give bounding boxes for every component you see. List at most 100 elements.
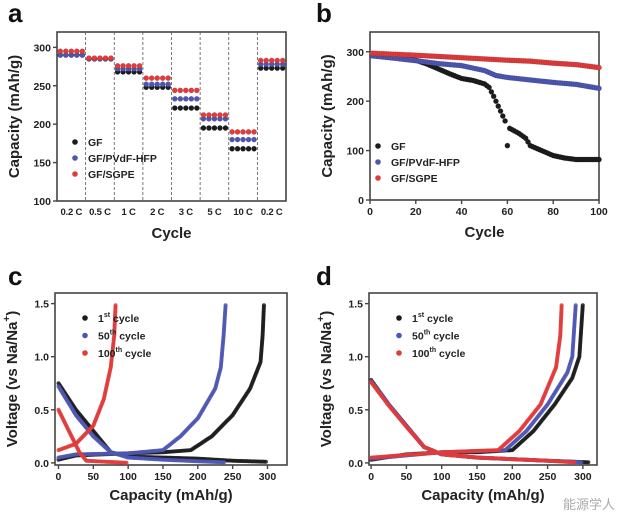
data-point-gf-sgpe — [188, 87, 195, 94]
y-tick-label: 200 — [33, 119, 51, 131]
x-tick-label: 250 — [539, 471, 557, 483]
legend-marker — [72, 155, 78, 161]
legend-label-name: GF/PVdF-HFP — [391, 157, 460, 169]
data-point-gf — [182, 105, 189, 111]
y-axis-title-end: ) — [4, 311, 21, 316]
legend-label: 1st cycle — [412, 312, 453, 325]
y-tick-label: 300 — [33, 42, 51, 54]
y-axis-title-main: Capacity (mAh/g) — [6, 55, 23, 178]
y-tick-label: 150 — [33, 158, 51, 170]
y-axis-title-sup: + — [2, 316, 13, 322]
curve-point-50th-discharge — [222, 460, 227, 465]
data-point-gf-sgpe — [97, 55, 103, 61]
data-point-gf-pvdf-hfp — [234, 136, 241, 143]
y-tick-label: 1.0 — [34, 352, 49, 364]
y-axis-title: Capacity (mAh/g) — [6, 55, 23, 178]
panel-label: d — [316, 261, 332, 291]
y-tick-label: 200 — [346, 96, 364, 108]
x-axis-title: Capacity (mAh/g) — [421, 487, 544, 504]
data-point-gf — [486, 84, 492, 91]
x-tick-label: 5 C — [207, 207, 222, 218]
x-tick-label: 250 — [224, 471, 242, 483]
x-tick-label: 150 — [468, 471, 486, 483]
curve-point-1st-discharge — [586, 460, 591, 465]
y-tick-label: 1.0 — [348, 352, 363, 364]
x-tick-label: 80 — [547, 206, 559, 218]
data-point-gf — [504, 142, 511, 149]
x-tick-label: 3 C — [179, 207, 194, 218]
legend-label-name: GF/PVdF-HFP — [88, 153, 157, 165]
data-point-gf-pvdf-hfp — [143, 81, 150, 88]
data-point-gf-sgpe — [148, 75, 155, 81]
x-tick-label: 100 — [119, 471, 137, 483]
data-point-gf-sgpe — [62, 48, 69, 55]
data-point-gf — [200, 125, 207, 131]
panel-c: c 0.0 0.5 1.0 1.5 Voltage (vs Na/Na+) Capacity… — [2, 261, 288, 504]
legend-label: GF — [88, 137, 103, 149]
data-point-gf-sgpe — [136, 62, 143, 69]
data-point-gf — [217, 125, 223, 131]
curve-point-1st-charge — [580, 303, 585, 308]
x-tick-label: 0 — [56, 471, 62, 483]
data-point-gf-pvdf-hfp — [245, 136, 252, 143]
legend-label-suffix: cycle — [424, 313, 453, 325]
panel-label: a — [8, 0, 23, 28]
y-axis-title: Voltage (vs Na/Na+) — [316, 311, 335, 447]
y-axis-title: Voltage (vs Na/Na+) — [2, 311, 21, 447]
data-point-gf-sgpe — [154, 75, 161, 81]
x-tick-label: 0.2 C — [60, 207, 82, 218]
data-point-gf-sgpe — [211, 112, 218, 118]
x-tick-label: 100 — [433, 471, 451, 483]
data-point-gf-sgpe — [268, 57, 275, 64]
data-point-gf-sgpe — [182, 87, 189, 94]
legend-label: 50th cycle — [412, 330, 460, 343]
watermark: 能源学人 — [563, 497, 615, 512]
data-point-gf-pvdf-hfp — [171, 95, 178, 102]
legend-label: GF — [391, 141, 406, 153]
legend-label-suffix: cycle — [122, 348, 151, 360]
data-point-gf — [193, 105, 200, 111]
x-tick-label: 0.2 C — [261, 207, 283, 218]
legend-label-name: 1 — [98, 313, 104, 325]
legend-label-name: GF/SGPE — [88, 169, 135, 181]
data-point-gf-sgpe — [91, 55, 98, 61]
data-point-gf — [188, 105, 195, 111]
curve-point-1st-charge — [261, 303, 266, 308]
data-point-gf — [206, 125, 212, 131]
data-point-gf — [502, 118, 508, 124]
data-point-gf-sgpe — [165, 75, 172, 81]
x-tick-label: 40 — [456, 206, 468, 218]
legend-label: GF/PVdF-HFP — [88, 153, 157, 165]
legend-marker — [396, 315, 402, 321]
data-point-gf — [251, 145, 257, 152]
y-axis-title-main: Voltage (vs Na/Na — [4, 321, 21, 447]
data-point-gf-sgpe — [57, 48, 64, 55]
legend-label: GF/PVdF-HFP — [391, 157, 460, 169]
x-tick-label: 200 — [189, 471, 207, 483]
legend-label-sup: st — [418, 312, 425, 319]
legend-label-sup: th — [116, 347, 123, 354]
y-axis-title-sup: + — [316, 316, 327, 322]
data-point-gf-sgpe — [200, 112, 207, 118]
data-point-gf-sgpe — [120, 62, 126, 69]
y-tick-label: 0.0 — [34, 458, 49, 470]
y-tick-label: 100 — [346, 146, 364, 158]
x-axis-title: Cycle — [151, 225, 191, 242]
data-point-gf — [493, 98, 499, 105]
data-point-gf — [596, 156, 602, 163]
data-point-gf-pvdf-hfp — [193, 95, 200, 102]
y-axis-title-end: ) — [318, 311, 335, 316]
x-tick-label: 200 — [504, 471, 522, 483]
data-point-gf-pvdf-hfp — [182, 95, 189, 102]
legend-label: 50th cycle — [98, 330, 146, 343]
legend-marker — [72, 139, 78, 145]
x-tick-label: 10 C — [233, 207, 253, 218]
data-point-gf-pvdf-hfp — [596, 85, 602, 92]
data-point-gf — [497, 108, 504, 114]
legend-label: 100th cycle — [98, 347, 151, 360]
legend-marker — [72, 171, 78, 177]
data-point-gf-pvdf-hfp — [240, 136, 246, 143]
data-point-gf-sgpe — [240, 129, 246, 135]
panel-label: c — [8, 261, 22, 291]
data-point-gf-sgpe — [68, 48, 75, 55]
